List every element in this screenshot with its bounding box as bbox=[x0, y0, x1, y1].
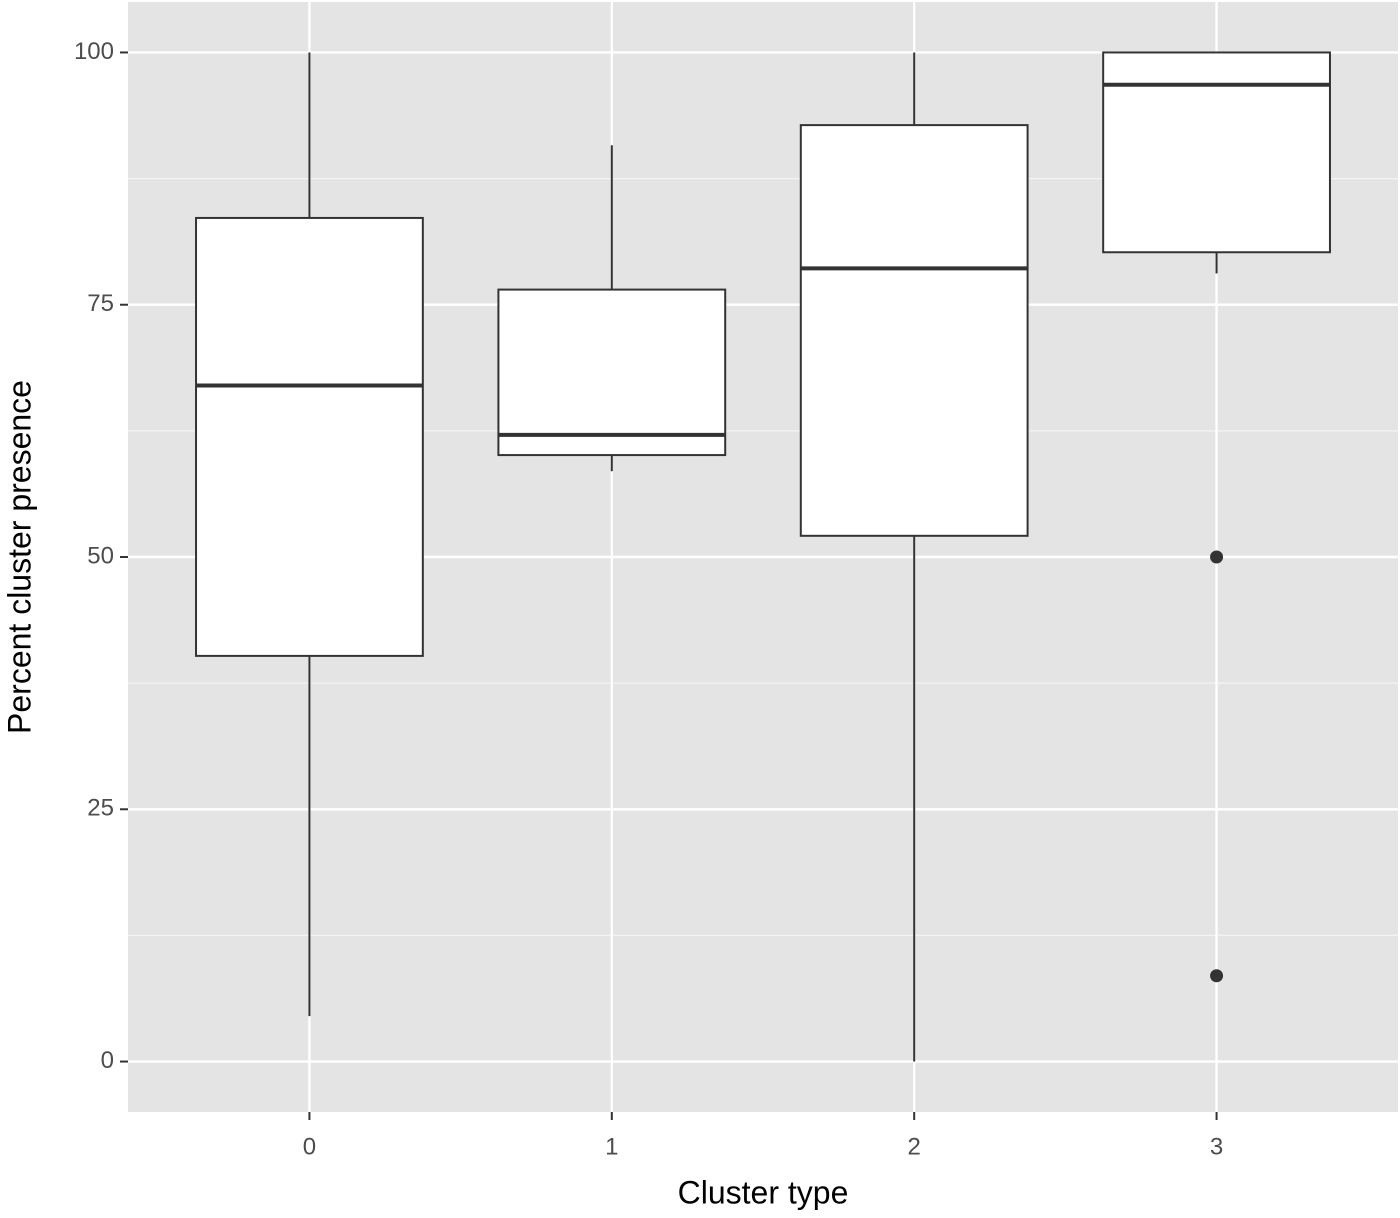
y-tick-label: 100 bbox=[74, 38, 114, 65]
outlier bbox=[1210, 969, 1224, 983]
y-tick-label: 25 bbox=[87, 795, 114, 822]
box bbox=[1102, 51, 1331, 254]
x-tick-label: 1 bbox=[605, 1133, 618, 1160]
y-tick-label: 50 bbox=[87, 542, 114, 569]
outlier bbox=[1210, 550, 1224, 564]
x-axis-title: Cluster type bbox=[678, 1174, 849, 1210]
y-tick-label: 0 bbox=[101, 1047, 114, 1074]
box bbox=[497, 288, 727, 457]
x-tick-label: 3 bbox=[1210, 1133, 1223, 1160]
x-tick-label: 0 bbox=[303, 1133, 316, 1160]
y-tick-label: 75 bbox=[87, 290, 114, 317]
x-tick-label: 2 bbox=[908, 1133, 921, 1160]
y-axis-title: Percent cluster presence bbox=[1, 380, 37, 734]
box bbox=[195, 216, 424, 657]
box bbox=[799, 124, 1029, 537]
